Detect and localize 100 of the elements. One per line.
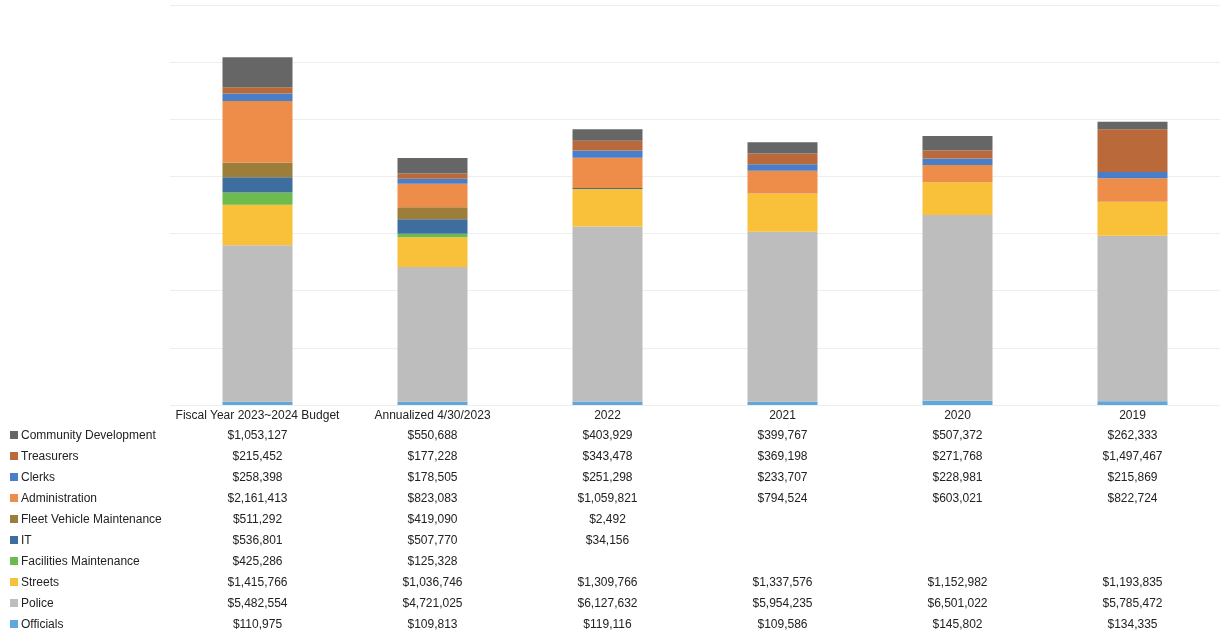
data-label: $109,813	[407, 617, 458, 631]
data-label: $4,721,025	[402, 596, 463, 610]
bar	[397, 207, 468, 220]
bar	[222, 100, 293, 163]
data-label: $5,482,554	[227, 596, 288, 610]
data-label: $6,127,632	[577, 596, 638, 610]
bar	[922, 400, 993, 405]
data-label: $1,415,766	[227, 575, 288, 589]
data-label: $145,802	[932, 617, 983, 631]
bar	[922, 158, 993, 165]
bar	[222, 93, 293, 101]
data-label: $6,501,022	[927, 596, 988, 610]
data-label: $215,452	[232, 449, 283, 463]
bar	[222, 401, 293, 405]
bar	[747, 164, 818, 171]
bar	[1097, 178, 1168, 202]
bar	[397, 237, 468, 267]
bar	[1097, 401, 1168, 405]
data-label: $1,193,835	[1102, 575, 1163, 589]
data-label: $425,286	[232, 554, 283, 568]
legend-label: Officials	[20, 617, 64, 631]
data-label: $399,767	[757, 428, 808, 442]
x-tick-label: 2021	[769, 408, 797, 422]
data-label: $251,298	[582, 470, 633, 484]
x-tick-label: Annualized 4/30/2023	[374, 408, 491, 422]
bar	[572, 140, 643, 151]
data-label: $403,929	[582, 428, 633, 442]
bar	[397, 173, 468, 179]
bar	[747, 193, 818, 232]
bar	[222, 245, 293, 402]
data-label: $228,981	[932, 470, 983, 484]
bar	[1097, 235, 1168, 402]
data-label: $794,524	[757, 491, 808, 505]
data-label: $1,059,821	[577, 491, 638, 505]
data-label: $178,505	[407, 470, 458, 484]
data-label: $1,053,127	[227, 428, 288, 442]
x-tick-label: 2022	[594, 408, 622, 422]
legend-label: Community Development	[20, 428, 156, 442]
data-label: $369,198	[757, 449, 808, 463]
bar	[572, 129, 643, 141]
data-label: $603,021	[932, 491, 983, 505]
data-label: $343,478	[582, 449, 633, 463]
data-label: $2,161,413	[227, 491, 288, 505]
data-label: $823,083	[407, 491, 458, 505]
bar	[747, 231, 818, 402]
bar	[1097, 121, 1168, 130]
data-label: $125,328	[407, 554, 458, 568]
data-label: $271,768	[932, 449, 983, 463]
x-tick-label: 2020	[944, 408, 972, 422]
bar	[222, 57, 293, 88]
bar	[397, 157, 468, 174]
bar	[922, 215, 993, 401]
bar	[222, 162, 293, 178]
bar	[572, 226, 643, 402]
bar	[222, 87, 293, 94]
data-label: $1,152,982	[927, 575, 988, 589]
data-label: $177,228	[407, 449, 458, 463]
data-label: $1,036,746	[402, 575, 463, 589]
data-label: $109,586	[757, 617, 808, 631]
legend-label: Fleet Vehicle Maintenance	[20, 512, 162, 526]
bar	[922, 136, 993, 151]
data-label: $511,292	[232, 512, 283, 526]
bar	[397, 178, 468, 184]
bar	[572, 157, 643, 189]
legend-label: Facilities Maintenance	[20, 554, 140, 568]
data-label: $134,335	[1107, 617, 1158, 631]
bar	[397, 401, 468, 405]
bar	[1097, 201, 1168, 236]
legend-label: Police	[20, 596, 54, 610]
data-label: $419,090	[407, 512, 458, 526]
data-label: $233,707	[757, 470, 808, 484]
x-tick-label: Fiscal Year 2023~2024 Budget	[175, 408, 341, 422]
bar	[747, 170, 818, 194]
bar	[922, 182, 993, 216]
data-label: $258,398	[232, 470, 283, 484]
data-label: $2,492	[589, 512, 626, 526]
legend-label: Clerks	[20, 470, 56, 484]
data-label: $110,975	[232, 617, 283, 631]
data-label: $119,116	[583, 617, 632, 631]
bar	[922, 150, 993, 159]
data-label: $550,688	[407, 428, 458, 442]
bar	[572, 189, 643, 227]
legend-label: Treasurers	[20, 449, 79, 463]
data-label: $1,309,766	[577, 575, 638, 589]
legend-label: Administration	[20, 491, 98, 505]
bar	[747, 153, 818, 165]
legend-label: Streets	[20, 575, 60, 589]
bar	[222, 192, 293, 205]
data-label: $822,724	[1107, 491, 1158, 505]
x-tick-label: 2019	[1119, 408, 1147, 422]
bar	[222, 177, 293, 193]
data-label: $5,785,472	[1102, 596, 1163, 610]
bar	[922, 164, 993, 183]
bar	[222, 204, 293, 246]
data-label: $536,801	[232, 533, 283, 547]
bar	[397, 183, 468, 208]
legend-label: IT	[20, 533, 32, 547]
bar	[747, 401, 818, 405]
data-label: $507,372	[932, 428, 983, 442]
data-label: $34,156	[585, 533, 630, 547]
